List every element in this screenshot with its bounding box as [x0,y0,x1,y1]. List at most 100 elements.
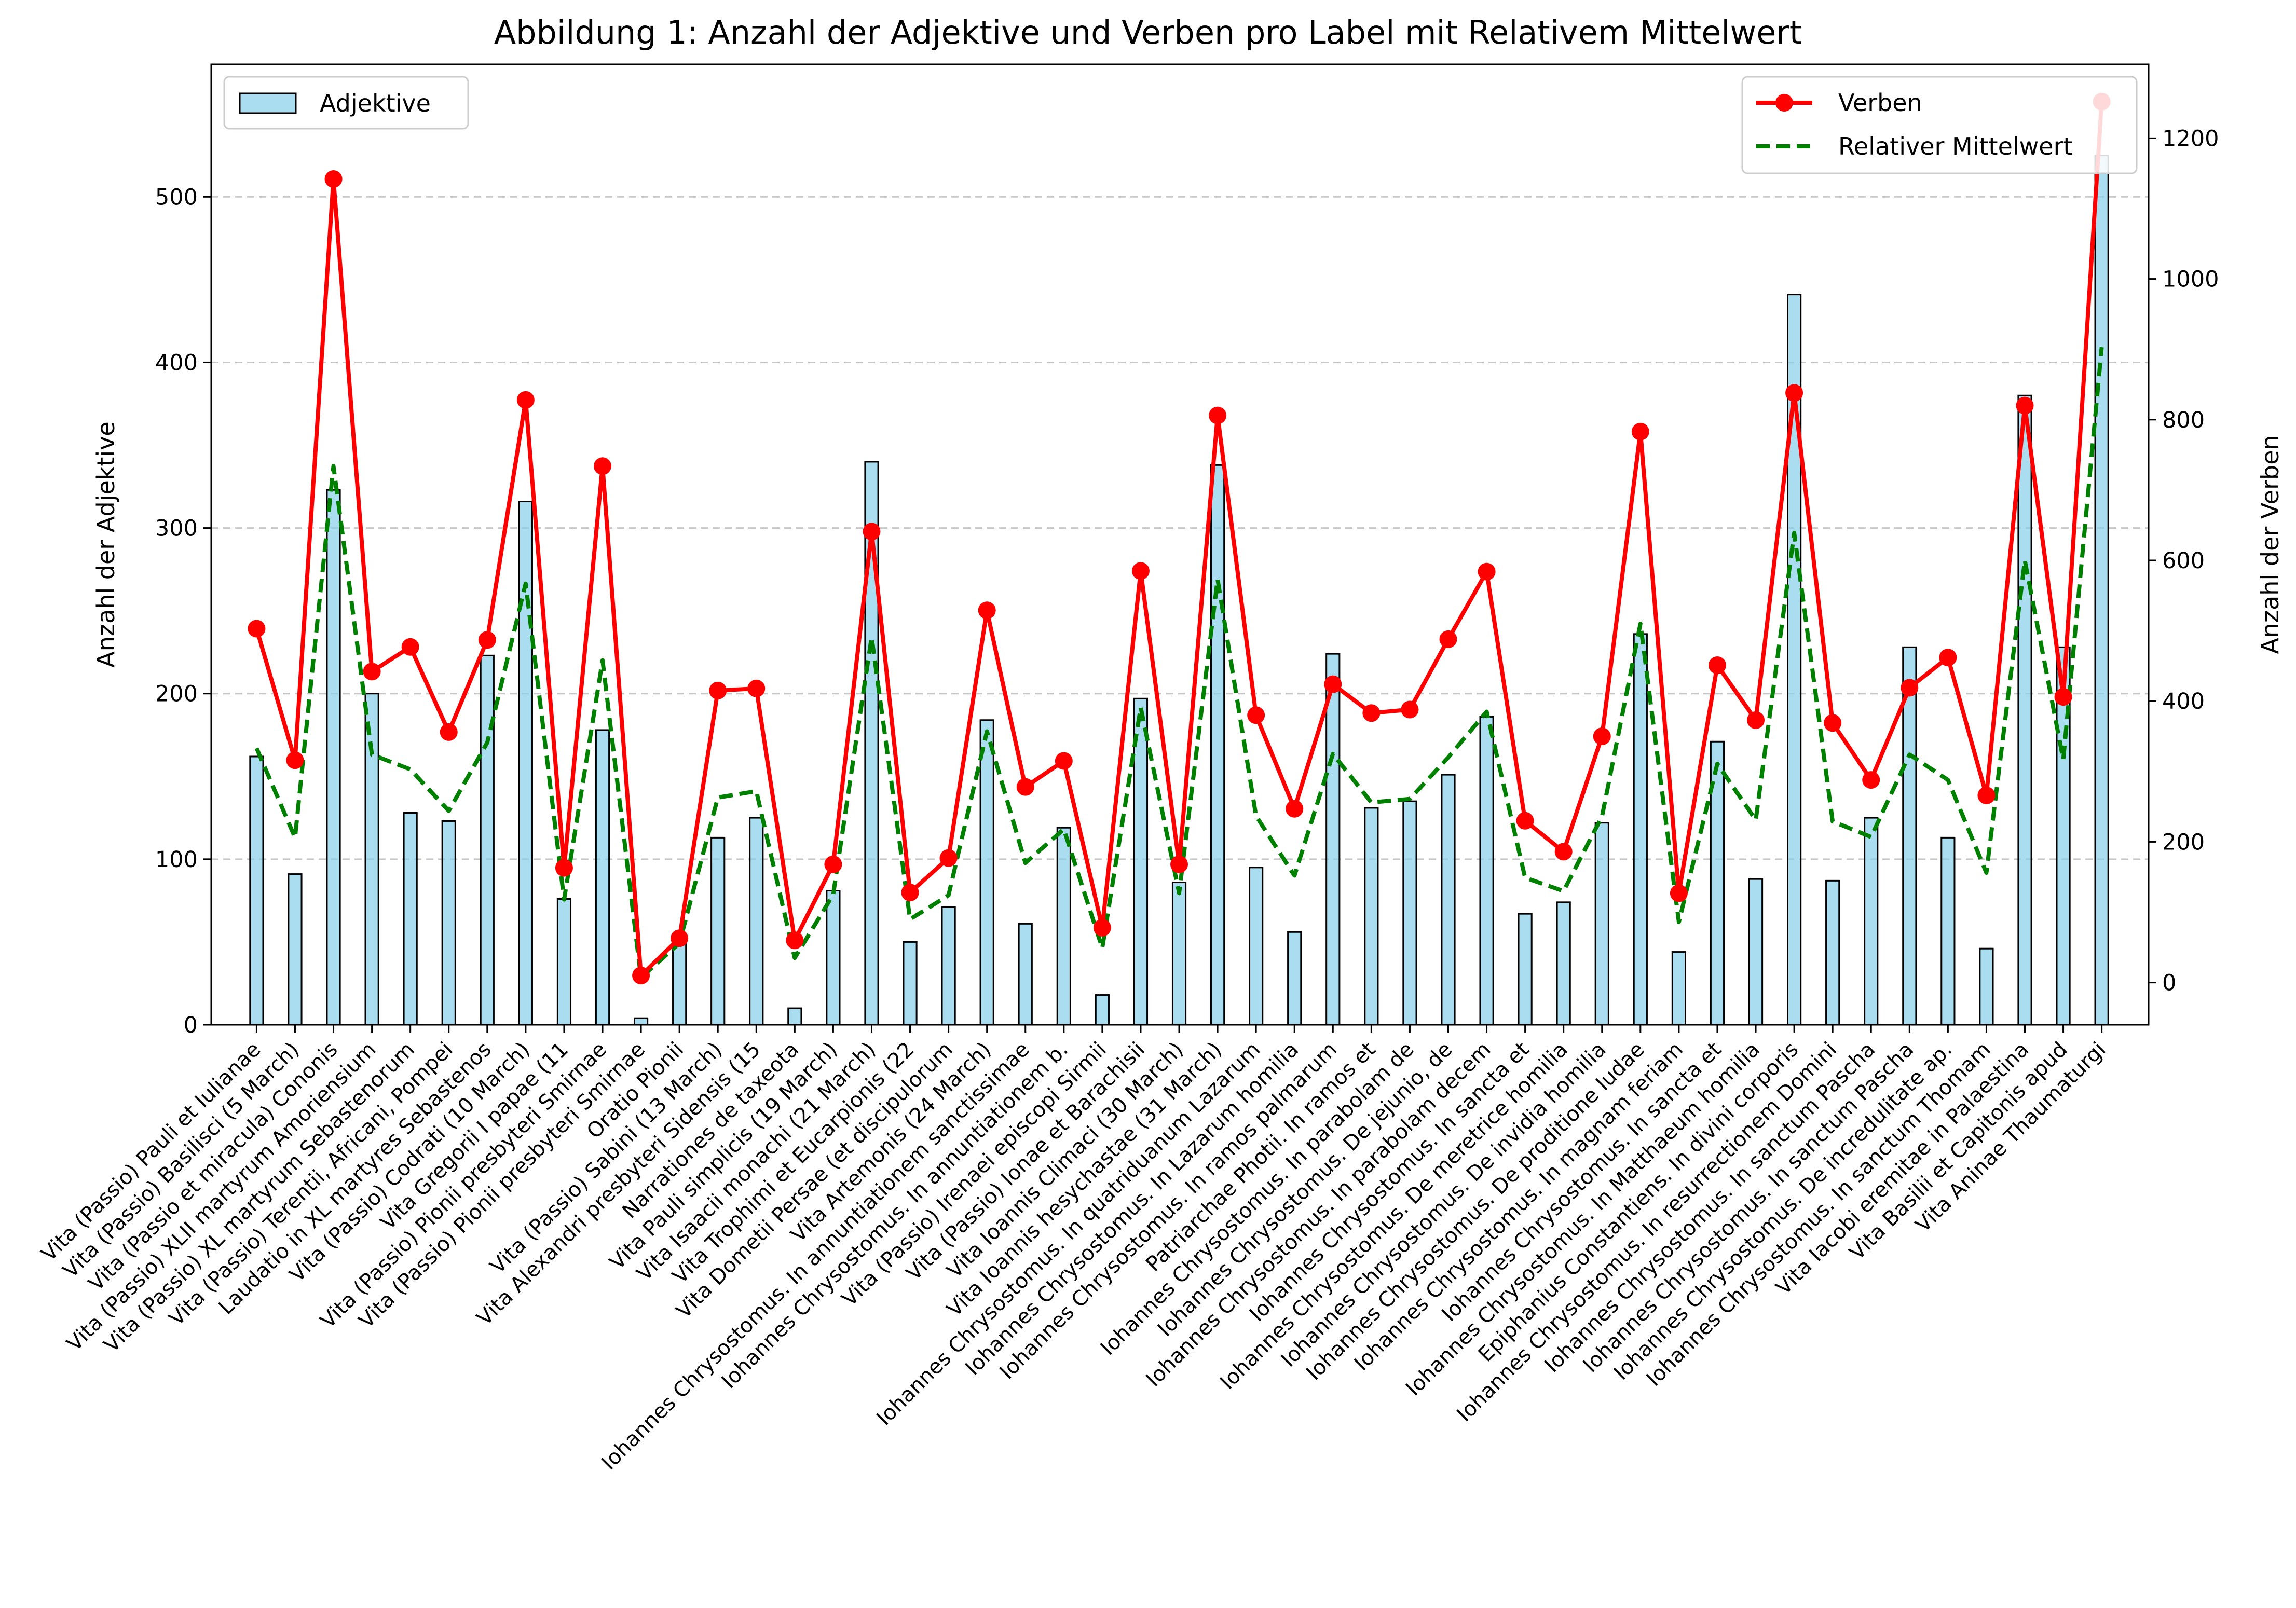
y-tick-label: 0 [184,1012,198,1038]
bar [1210,464,1225,1026]
bar [441,820,456,1026]
data-point [1631,422,1649,441]
bar [1249,867,1264,1026]
y2-tick-label: 600 [2162,548,2205,574]
bar [1364,807,1379,1026]
data-point [1516,812,1534,830]
data-point [2016,396,2034,415]
data-point [709,681,727,699]
bar [1979,947,1994,1026]
data-point [1055,752,1073,770]
data-point [1747,711,1765,729]
bar [364,693,379,1026]
data-point [632,967,650,985]
legend-swatch-adjektive [239,92,297,114]
data-point [1362,704,1381,722]
data-point [363,663,381,681]
data-point [901,884,919,902]
y-tick-label: 100 [155,847,198,873]
line-relativer-mittelwert [254,347,2104,980]
y2-tick-label: 1200 [2162,126,2219,152]
bar [1594,822,1609,1026]
bar [710,836,726,1026]
bar [1671,951,1686,1026]
legend-right: Verben Relativer Mittelwert [1741,76,2138,174]
data-point [786,931,804,950]
bar [941,906,956,1026]
data-point [1901,679,1919,697]
bar [326,489,341,1026]
data-point [1824,714,1842,732]
bar [1287,931,1302,1026]
data-point [1670,884,1688,902]
bar [480,654,495,1026]
legend-label-adjektive: Adjektive [320,89,431,117]
data-point [1785,384,1803,402]
bar [1171,882,1187,1026]
bar [979,719,994,1026]
bar [672,941,687,1026]
data-point [1939,649,1957,667]
data-point [1247,706,1265,724]
legend-left-box [223,76,469,130]
data-point [248,620,266,638]
chart-title: Abbildung 1: Anzahl der Adjektive und Ve… [494,13,1802,51]
data-point [978,601,996,620]
bar [1825,879,1840,1026]
data-point [594,457,612,475]
data-point [1016,778,1034,796]
bar [1633,633,1648,1026]
bar [1864,817,1879,1026]
legend-left: Adjektive [223,76,469,130]
data-point [1209,406,1227,424]
data-point [1554,843,1573,861]
data-point [1286,800,1304,818]
data-point [1593,727,1611,746]
bar [826,889,841,1026]
legend-marker-verben [1775,94,1793,112]
bar [518,501,533,1026]
bar [1518,913,1533,1026]
data-point [401,638,419,656]
y2-tick-label: 0 [2162,970,2176,996]
data-point [324,170,343,188]
bar [288,873,303,1026]
series-line [254,347,2104,980]
data-point [555,859,573,877]
bar [1479,716,1494,1026]
y-axis-label-right: Anzahl der Verben [2256,435,2284,654]
data-point [1324,675,1342,693]
bar [903,941,918,1026]
data-point [1708,656,1726,675]
line-verben [248,92,2111,985]
legend-right-box [1741,76,2138,174]
y-tick-label: 400 [155,350,198,376]
bar [1748,878,1764,1026]
data-point [1439,630,1457,648]
bar [1325,653,1341,1026]
bar [1402,800,1417,1026]
bar [1133,697,1149,1026]
data-point [286,751,304,769]
bar [1056,827,1071,1026]
data-point [1862,771,1880,789]
bar [556,898,572,1026]
left-y-axis-ticks: 0 100 200 300 400 500 [155,184,211,1038]
bar [2017,394,2032,1026]
bar [249,755,264,1026]
y2-tick-label: 200 [2162,829,2205,855]
data-point [440,723,458,741]
data-point [478,631,496,649]
data-point [939,849,958,867]
bar [403,812,418,1026]
data-point [1401,700,1419,719]
bar [1940,836,1956,1026]
bar [787,1007,802,1026]
data-point [1977,786,1996,804]
bar [595,729,610,1026]
data-point [824,855,842,873]
y2-tick-label: 800 [2162,407,2205,433]
y2-tick-label: 400 [2162,689,2205,714]
